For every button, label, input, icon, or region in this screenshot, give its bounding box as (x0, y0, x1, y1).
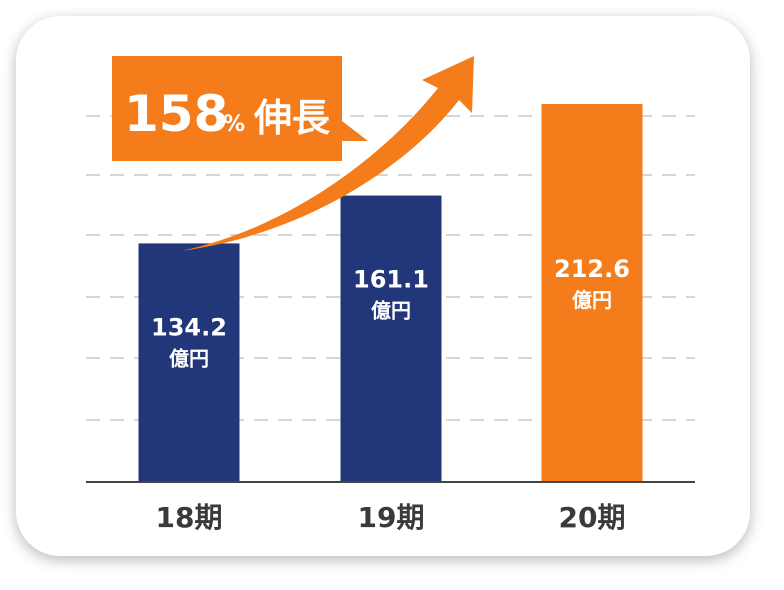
callout-text: 伸長 (253, 96, 331, 140)
bar-unit-label: 億円 (572, 288, 612, 312)
bar-value-label: 134.2 (151, 313, 227, 341)
callout-percent: % (223, 112, 245, 137)
bar-0 (138, 243, 240, 482)
bar-unit-label: 億円 (169, 346, 209, 370)
growth-arrow (181, 56, 474, 251)
growth-callout: 158 % 伸長 (112, 56, 368, 161)
bar-value-label: 212.6 (554, 255, 630, 283)
bar-unit-label: 億円 (371, 299, 411, 323)
category-label: 20期 (559, 501, 626, 534)
bar-value-label: 161.1 (353, 266, 429, 294)
category-labels: 18期 19期 20期 (156, 501, 626, 534)
bar-1 (340, 195, 442, 482)
bars: 134.2 億円 161.1 億円 212.6 億円 (138, 104, 643, 482)
category-label: 19期 (358, 501, 425, 534)
callout-number: 158 (124, 85, 228, 143)
bar-2 (541, 104, 643, 482)
category-label: 18期 (156, 501, 223, 534)
callout-box (112, 56, 368, 161)
